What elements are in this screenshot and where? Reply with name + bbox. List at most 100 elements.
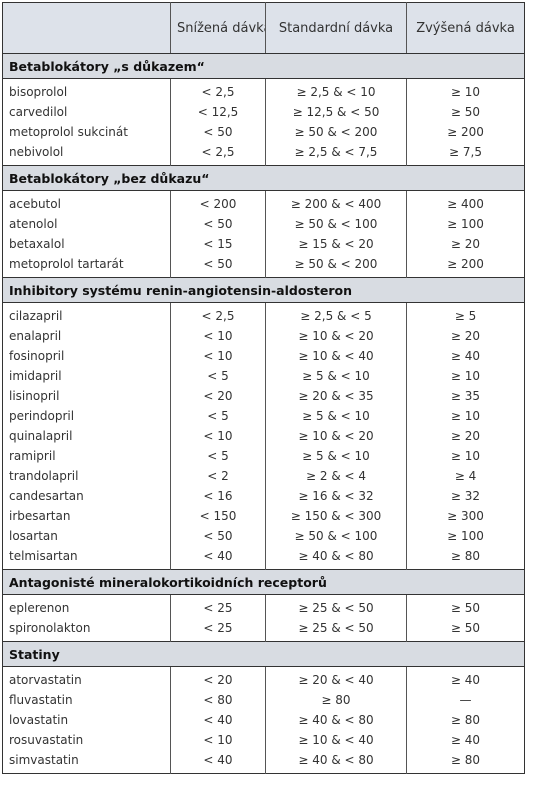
dose-value: ≥ 5 <box>406 302 525 326</box>
dose-value: < 50 <box>170 214 266 234</box>
dose-value: ≥ 4 <box>406 466 525 486</box>
dose-value: ≥ 50 & < 100 <box>265 214 407 234</box>
drug-name: atorvastatin <box>9 673 82 687</box>
dose-value: ≥ 5 & < 10 <box>265 446 407 466</box>
dose-value: ≥ 40 & < 80 <box>265 710 407 730</box>
section-row: Statiny <box>2 641 525 667</box>
drug-row: rosuvastatin < 10 ≥ 10 & < 40 ≥ 40 <box>3 730 525 750</box>
drug-name: nebivolol <box>9 145 64 159</box>
drug-name: atenolol <box>9 217 58 231</box>
dose-value: < 40 <box>170 750 266 774</box>
dose-value: ≥ 10 & < 20 <box>265 426 407 446</box>
dose-value: ≥ 200 <box>406 254 525 278</box>
section-title: Betablokátory „bez důkazu“ <box>2 165 525 191</box>
dose-value: < 15 <box>170 234 266 254</box>
drug-name: metoprolol tartarát <box>9 257 124 271</box>
dose-value: ≥ 10 <box>406 366 525 386</box>
dose-value: ≥ 20 & < 40 <box>265 666 407 690</box>
drug-name: lovastatin <box>9 713 69 727</box>
drug-row: fluvastatin < 80 ≥ 80— <box>3 690 525 710</box>
dose-value: < 40 <box>170 546 266 570</box>
drug-name: acebutol <box>9 197 61 211</box>
drug-name: trandolapril <box>9 469 79 483</box>
drug-name: enalapril <box>9 329 62 343</box>
drug-row: perindopril < 5 ≥ 5 & < 10 ≥ 10 <box>3 406 525 426</box>
dose-value: ≥ 40 <box>406 666 525 690</box>
drug-name: betaxalol <box>9 237 65 251</box>
section-row: Inhibitory systému renin-angiotensin-ald… <box>2 277 525 303</box>
section-title: Betablokátory „s důkazem“ <box>2 53 525 79</box>
dose-value: ≥ 2,5 & < 7,5 <box>265 142 407 166</box>
section-title: Antagonisté mineralokortikoidních recept… <box>2 569 525 595</box>
dose-value: ≥ 80 <box>406 710 525 730</box>
dose-value: ≥ 40 & < 80 <box>265 750 407 774</box>
column-header: Zvýšená dávka <box>406 2 525 54</box>
drug-row: fosinopril < 10 ≥ 10 & < 40 ≥ 40 <box>3 346 525 366</box>
dose-value: < 10 <box>170 730 266 750</box>
dose-value: ≥ 10 <box>406 406 525 426</box>
drug-row: enalapril < 10 ≥ 10 & < 20 ≥ 20 <box>3 326 525 346</box>
column-header: Snížená dávka <box>170 2 266 54</box>
drug-row: betaxalol < 15 ≥ 15 & < 20 ≥ 20 <box>3 234 525 254</box>
dose-value: — <box>406 690 525 710</box>
drug-name: losartan <box>9 529 58 543</box>
drug-name: bisoprolol <box>9 85 68 99</box>
drug-name: ramipril <box>9 449 56 463</box>
dose-value: < 150 <box>170 506 266 526</box>
drug-row: nebivolol < 2,5 ≥ 2,5 & < 7,5 ≥ 7,5 <box>3 142 525 166</box>
dose-value: ≥ 40 & < 80 <box>265 546 407 570</box>
drug-name: perindopril <box>9 409 75 423</box>
dose-value: ≥ 50 <box>406 102 525 122</box>
section-row: Antagonisté mineralokortikoidních recept… <box>2 569 525 595</box>
drug-name: metoprolol sukcinát <box>9 125 128 139</box>
dose-value: < 80 <box>170 690 266 710</box>
drug-row: lovastatin < 40 ≥ 40 & < 80 ≥ 80 <box>3 710 525 730</box>
drug-row: eplerenon < 25 ≥ 25 & < 50 ≥ 50 <box>3 594 525 618</box>
drug-name: rosuvastatin <box>9 733 84 747</box>
dose-value: ≥ 40 <box>406 730 525 750</box>
drug-name: quinalapril <box>9 429 73 443</box>
dose-value: < 10 <box>170 346 266 366</box>
drug-name: carvedilol <box>9 105 68 119</box>
drug-name: telmisartan <box>9 549 78 563</box>
drug-row: carvedilol < 12,5 ≥ 12,5 & < 50 ≥ 50 <box>3 102 525 122</box>
dose-value: < 25 <box>170 594 266 618</box>
dose-value: ≥ 50 & < 100 <box>265 526 407 546</box>
drug-row: bisoprolol < 2,5 ≥ 2,5 & < 10 ≥ 10 <box>3 78 525 102</box>
drug-row: simvastatin < 40 ≥ 40 & < 80 ≥ 80 <box>3 750 525 774</box>
dose-value: ≥ 25 & < 50 <box>265 618 407 642</box>
section-row: Betablokátory „s důkazem“ <box>2 53 525 79</box>
dose-value: ≥ 50 & < 200 <box>265 122 407 142</box>
drug-name: imidapril <box>9 369 62 383</box>
dose-value: ≥ 10 & < 40 <box>265 730 407 750</box>
dose-value: < 20 <box>170 666 266 690</box>
drug-row: lisinopril < 20 ≥ 20 & < 35 ≥ 35 <box>3 386 525 406</box>
dose-value: < 40 <box>170 710 266 730</box>
drug-name: candesartan <box>9 489 84 503</box>
dose-value: ≥ 7,5 <box>406 142 525 166</box>
drug-row: acebutol < 200 ≥ 200 & < 400 ≥ 400 <box>3 190 525 214</box>
drug-row: candesartan < 16 ≥ 16 & < 32 ≥ 32 <box>3 486 525 506</box>
dose-value: ≥ 2,5 & < 5 <box>265 302 407 326</box>
dose-value: < 2,5 <box>170 302 266 326</box>
dose-value: ≥ 20 <box>406 326 525 346</box>
dose-value: < 2,5 <box>170 78 266 102</box>
dose-value: ≥ 200 <box>406 122 525 142</box>
dose-value: ≥ 16 & < 32 <box>265 486 407 506</box>
drug-name: fluvastatin <box>9 693 73 707</box>
dose-value: ≥ 35 <box>406 386 525 406</box>
dose-value: ≥ 80 <box>406 750 525 774</box>
drug-row: metoprolol sukcinát < 50 ≥ 50 & < 200 ≥ 200 <box>3 122 525 142</box>
dose-value: ≥ 15 & < 20 <box>265 234 407 254</box>
dose-value: < 50 <box>170 122 266 142</box>
dose-value: < 50 <box>170 254 266 278</box>
dose-value: < 10 <box>170 326 266 346</box>
dose-value: ≥ 50 <box>406 594 525 618</box>
dose-value: ≥ 50 <box>406 618 525 642</box>
column-header: Standardní dávka <box>265 2 407 54</box>
dose-value: ≥ 5 & < 10 <box>265 366 407 386</box>
dose-value: ≥ 200 & < 400 <box>265 190 407 214</box>
dose-value: ≥ 25 & < 50 <box>265 594 407 618</box>
dose-value: ≥ 400 <box>406 190 525 214</box>
dose-value: ≥ 80 <box>406 546 525 570</box>
